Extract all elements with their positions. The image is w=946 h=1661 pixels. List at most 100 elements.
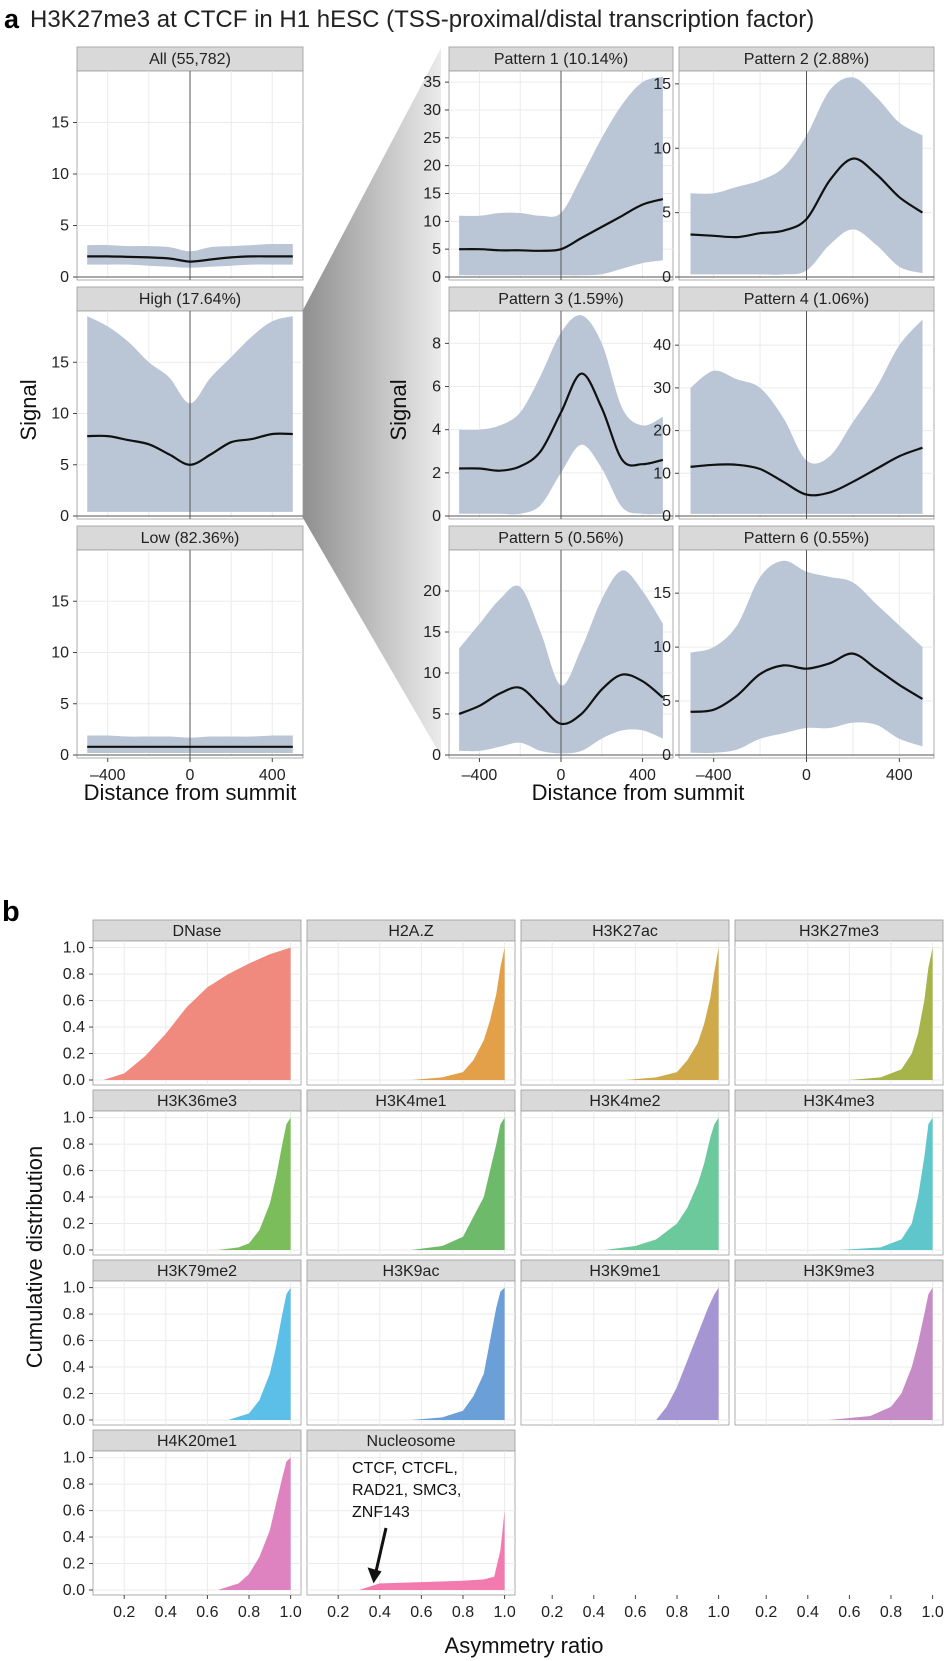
annotation-text-line: ZNF143 xyxy=(352,1504,410,1521)
y-tick-label: 20 xyxy=(423,158,441,175)
facet-strip-label: H3K4me1 xyxy=(375,1093,446,1110)
y-tick-label: 0.0 xyxy=(63,1412,85,1429)
plot-area xyxy=(92,1110,302,1256)
y-tick-label: 10 xyxy=(423,665,441,682)
annotation-arrow-shaft xyxy=(374,1527,388,1574)
plot-area xyxy=(306,1450,516,1596)
y-tick-label: 0.4 xyxy=(63,1189,85,1206)
y-tick-label: 2 xyxy=(432,465,441,482)
y-tick-label: 0.6 xyxy=(63,1333,85,1350)
facet-strip-label: H3K36me3 xyxy=(157,1093,237,1110)
y-tick-label: 30 xyxy=(653,380,671,397)
y-tick-label: 0 xyxy=(432,747,441,764)
facet-panel: H3K4me1 xyxy=(306,1089,516,1256)
y-tick-label: 0.4 xyxy=(63,1529,85,1546)
x-tick-label: 400 xyxy=(259,767,286,784)
facet-strip-label: Pattern 4 (1.06%) xyxy=(744,291,869,308)
facet-strip-label: Pattern 1 (10.14%) xyxy=(494,51,628,68)
x-tick-label: 0.2 xyxy=(541,1604,563,1621)
y-tick-label: 0 xyxy=(662,508,671,525)
y-tick-label: 10 xyxy=(51,645,69,662)
x-tick-label: 0 xyxy=(557,767,566,784)
facet-panel: H3K79me2 0.0 0.2 0.4 0.6 0.8 1.0 xyxy=(63,1259,302,1429)
y-tick-label: 35 xyxy=(423,74,441,91)
x-tick-label: 0.8 xyxy=(666,1604,688,1621)
x-tick-label: 0.4 xyxy=(155,1604,177,1621)
facet-panel: Pattern 5 (0.56%) 0 5 10 15 20 xyxy=(423,525,674,764)
facet-strip-label: H2A.Z xyxy=(388,923,434,940)
cumulative-area xyxy=(217,1457,291,1590)
y-tick-label: 0.2 xyxy=(63,1556,85,1573)
facet-panel: H3K9me1 xyxy=(520,1259,730,1426)
facet-panel: High (17.64%) 0 5 10 15 xyxy=(51,286,304,525)
y-tick-label: 0.2 xyxy=(63,1046,85,1063)
y-tick-label: 5 xyxy=(60,696,69,713)
y-axis-label-right: Signal xyxy=(386,379,411,440)
facet-strip xyxy=(76,525,304,551)
facet-strip xyxy=(448,525,674,551)
facet-strip-label: Pattern 3 (1.59%) xyxy=(498,291,623,308)
y-tick-label: 1.0 xyxy=(63,1450,85,1467)
facet-strip-label: H4K20me1 xyxy=(157,1433,237,1450)
x-tick-label: –400 xyxy=(696,767,732,784)
x-tick-label: 0.4 xyxy=(369,1604,391,1621)
y-tick-label: 0.4 xyxy=(63,1359,85,1376)
x-axis-label: Asymmetry ratio xyxy=(445,1633,604,1658)
x-tick-label: 0.2 xyxy=(113,1604,135,1621)
facet-panel: Nucleosome xyxy=(306,1429,516,1596)
y-tick-label: 15 xyxy=(51,115,69,132)
y-tick-label: 10 xyxy=(653,639,671,656)
x-tick-label: 0.6 xyxy=(838,1604,860,1621)
zoom-connector xyxy=(303,48,441,756)
x-tick-label: 0 xyxy=(802,767,811,784)
panel-b: DNase 0.0 0.2 0.4 0.6 0.8 1.0 H2A.Z H3K27ac H3K27… xyxy=(22,919,944,1658)
mean-signal-line xyxy=(459,198,664,252)
y-tick-label: 0.6 xyxy=(63,993,85,1010)
y-tick-label: 0 xyxy=(60,747,69,764)
mean-signal-line xyxy=(690,652,924,713)
facet-panel: Pattern 2 (2.88%) 0 5 10 15 xyxy=(653,46,935,286)
x-axis-label-left: Distance from summit xyxy=(84,780,297,805)
facet-panel: H4K20me1 0.0 0.2 0.4 0.6 0.8 1.0 xyxy=(63,1429,302,1599)
x-tick-label: 0.2 xyxy=(327,1604,349,1621)
facet-panel: H3K9me3 xyxy=(734,1259,944,1426)
y-tick-label: 8 xyxy=(432,335,441,352)
cumulative-area xyxy=(359,1510,505,1590)
x-tick-label: 1.0 xyxy=(707,1604,729,1621)
y-tick-label: 6 xyxy=(432,379,441,396)
facet-panel: H3K4me3 xyxy=(734,1089,944,1256)
y-tick-label: 0 xyxy=(662,747,671,764)
confidence-ribbon xyxy=(459,570,663,754)
x-tick-label: 400 xyxy=(886,767,913,784)
x-tick-label: 0.8 xyxy=(238,1604,260,1621)
cumulative-area xyxy=(228,1287,291,1420)
y-tick-label: 10 xyxy=(51,406,69,423)
y-tick-label: 10 xyxy=(423,213,441,230)
y-tick-label: 5 xyxy=(432,241,441,258)
cumulative-area xyxy=(625,947,719,1080)
facet-strip-label: H3K27ac xyxy=(592,923,658,940)
y-tick-label: 15 xyxy=(423,185,441,202)
y-tick-label: 1.0 xyxy=(63,1280,85,1297)
y-tick-label: 15 xyxy=(653,76,671,93)
cumulative-area xyxy=(411,947,505,1080)
y-tick-label: 5 xyxy=(432,706,441,723)
y-tick-label: 20 xyxy=(653,423,671,440)
y-tick-label: 0 xyxy=(432,269,441,286)
facet-strip-label: H3K9me3 xyxy=(803,1263,874,1280)
y-tick-label: 4 xyxy=(432,422,441,439)
cumulative-area xyxy=(411,1287,505,1420)
facet-strip-label: Pattern 6 (0.55%) xyxy=(744,530,869,547)
x-tick-label: 0.2 xyxy=(755,1604,777,1621)
facet-strip-label: Low (82.36%) xyxy=(141,530,240,547)
x-tick-label: 0.6 xyxy=(196,1604,218,1621)
y-tick-label: 40 xyxy=(653,337,671,354)
y-tick-label: 0.0 xyxy=(63,1072,85,1089)
y-tick-label: 30 xyxy=(423,102,441,119)
y-tick-label: 0.6 xyxy=(63,1163,85,1180)
x-tick-label: 1.0 xyxy=(279,1604,301,1621)
y-tick-label: 15 xyxy=(653,585,671,602)
facet-strip xyxy=(448,46,674,72)
mean-signal-line xyxy=(459,372,664,472)
